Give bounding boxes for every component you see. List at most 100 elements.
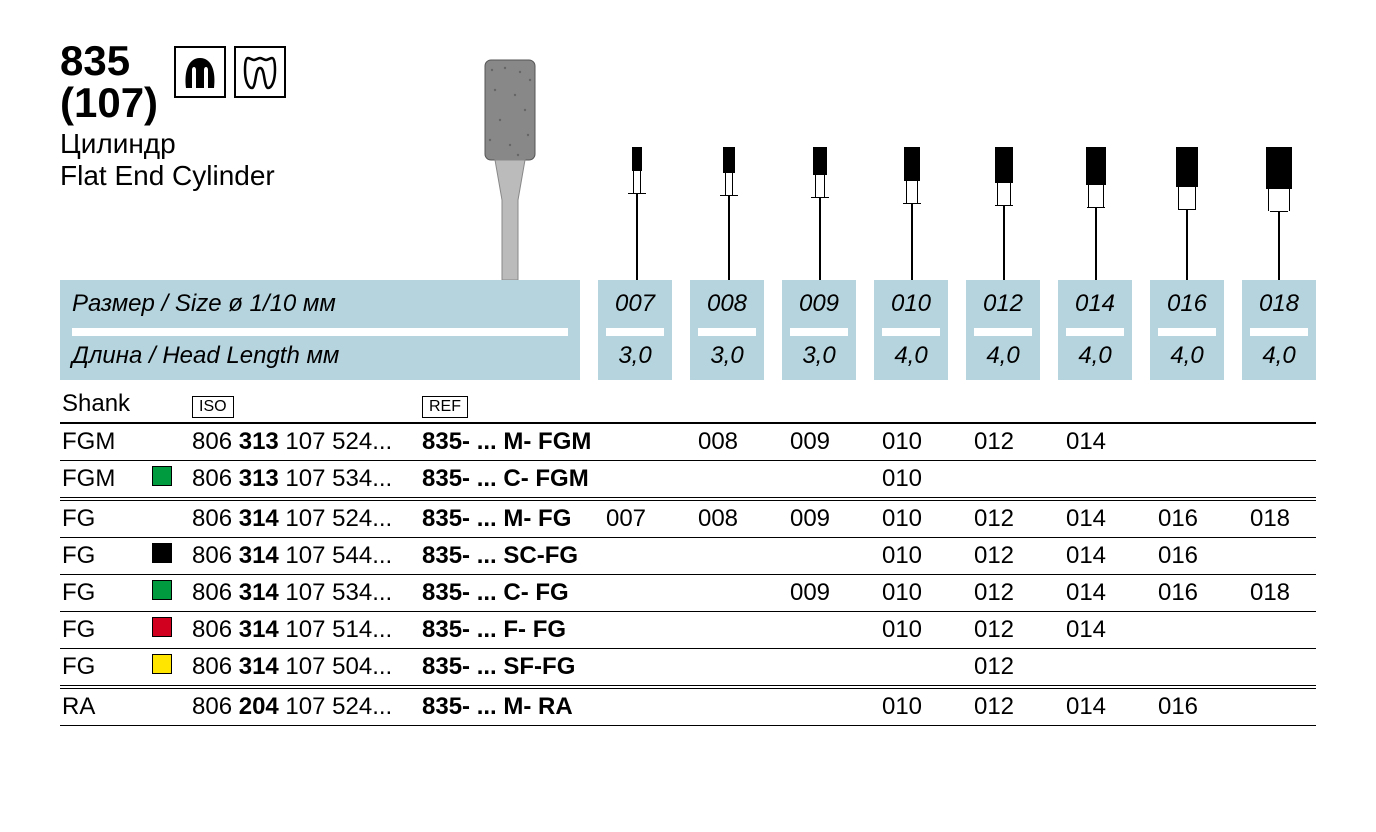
col-shank: Shank [60, 386, 150, 424]
size-availability: 008 [672, 424, 764, 461]
length-value: 4,0 [986, 342, 1019, 370]
iso-code: 806 314 107 504... [192, 653, 392, 680]
shank-label: RA [62, 693, 95, 720]
iso-code: 806 314 107 544... [192, 542, 392, 569]
size-availability [1224, 689, 1316, 726]
table-row-ref: 835- ... C- FGM [420, 461, 580, 501]
size-availability: 014 [1040, 575, 1132, 612]
spec-column: 018 4,0 [1242, 280, 1316, 380]
tooth-icon-2 [234, 46, 286, 98]
iso-code: 806 313 107 524... [192, 428, 392, 455]
grit-color-swatch [152, 617, 172, 637]
ref-code: 835- ... SC-FG [422, 542, 578, 569]
size-availability: 012 [948, 424, 1040, 461]
size-availability: 009 [764, 424, 856, 461]
table-row-color [150, 538, 190, 575]
grit-color-swatch [152, 466, 172, 486]
bur-silhouette [692, 40, 766, 280]
bur-silhouette [784, 40, 858, 280]
table-row-color [150, 649, 190, 689]
main-table: Shank ISO REF FGM806 313 107 524...835- … [60, 386, 1316, 726]
size-availability [764, 649, 856, 689]
tooth-icons [174, 46, 286, 98]
title-block: 835 (107) Цилиндр Flat End Cylinder [60, 40, 440, 192]
table-row-iso: 806 314 107 514... [190, 612, 420, 649]
ref-code: 835- ... F- FG [422, 616, 566, 643]
table-row-iso: 806 313 107 524... [190, 424, 420, 461]
spec-labels: Размер / Size ø 1/10 мм Длина / Head Len… [60, 280, 580, 380]
bur-silhouette [1059, 40, 1133, 280]
bur-silhouettes-row [580, 40, 1316, 280]
size-availability [764, 689, 856, 726]
size-availability: 012 [948, 538, 1040, 575]
size-availability [1132, 649, 1224, 689]
size-availability: 018 [1224, 501, 1316, 538]
length-value: 4,0 [1262, 342, 1295, 370]
table-row-iso: 806 314 107 504... [190, 649, 420, 689]
product-name-ru: Цилиндр [60, 128, 440, 160]
length-value: 3,0 [710, 342, 743, 370]
size-label: Размер / Size ø 1/10 мм [72, 290, 568, 318]
size-availability [672, 538, 764, 575]
bur-silhouette [875, 40, 949, 280]
col-ref: REF [420, 386, 580, 424]
size-availability: 016 [1132, 575, 1224, 612]
size-availability [764, 538, 856, 575]
product-number: 835 [60, 40, 158, 82]
grit-color-swatch [152, 543, 172, 563]
spec-column: 0164,0 [1150, 280, 1224, 380]
shank-label: FG [62, 542, 95, 569]
table-row-iso: 806 314 107 534... [190, 575, 420, 612]
iso-code: 806 314 107 534... [192, 579, 392, 606]
table-row-ref: 835- ... C- FG [420, 575, 580, 612]
size-availability [764, 612, 856, 649]
shank-label: FG [62, 653, 95, 680]
size-availability [764, 461, 856, 501]
size-availability [672, 612, 764, 649]
size-availability [1040, 649, 1132, 689]
table-row-ref: 835- ... SF-FG [420, 649, 580, 689]
size-availability [1224, 649, 1316, 689]
size-availability [1040, 461, 1132, 501]
table-row-color [150, 461, 190, 501]
grit-color-swatch [152, 654, 172, 674]
size-value: 007 [615, 290, 655, 318]
table-row-iso: 806 314 107 544... [190, 538, 420, 575]
size-availability: 010 [856, 424, 948, 461]
table-row-color [150, 612, 190, 649]
size-value: 016 [1167, 290, 1207, 318]
size-availability: 012 [948, 501, 1040, 538]
table-row-color [150, 689, 190, 726]
table-row-color [150, 424, 190, 461]
spec-column: 0104,0 [874, 280, 948, 380]
table-row-shank: FG [60, 649, 150, 689]
size-availability [672, 689, 764, 726]
size-availability: 008 [672, 501, 764, 538]
size-value: 018 [1259, 290, 1299, 318]
table-row-shank: RA [60, 689, 150, 726]
size-value: 012 [983, 290, 1023, 318]
size-availability [1132, 424, 1224, 461]
bur-silhouette [1151, 40, 1225, 280]
iso-code: 806 204 107 524... [192, 693, 392, 720]
table-row-shank: FG [60, 612, 150, 649]
size-availability: 010 [856, 575, 948, 612]
table-row-shank: FG [60, 501, 150, 538]
size-value: 009 [799, 290, 839, 318]
length-value: 3,0 [618, 342, 651, 370]
table-row-ref: 835- ... SC-FG [420, 538, 580, 575]
col-iso: ISO [190, 386, 420, 424]
ref-code: 835- ... C- FG [422, 579, 569, 606]
size-availability: 010 [856, 461, 948, 501]
spec-header-grid: Размер / Size ø 1/10 мм Длина / Head Len… [60, 280, 1316, 380]
iso-code: 806 314 107 524... [192, 505, 392, 532]
size-availability: 016 [1132, 538, 1224, 575]
size-availability: 014 [1040, 501, 1132, 538]
table-row-color [150, 575, 190, 612]
ref-code: 835- ... M- FG [422, 505, 571, 532]
size-availability: 009 [764, 501, 856, 538]
size-availability: 016 [1132, 501, 1224, 538]
table-row-ref: 835- ... M- RA [420, 689, 580, 726]
table-row-iso: 806 314 107 524... [190, 501, 420, 538]
size-value: 014 [1075, 290, 1115, 318]
